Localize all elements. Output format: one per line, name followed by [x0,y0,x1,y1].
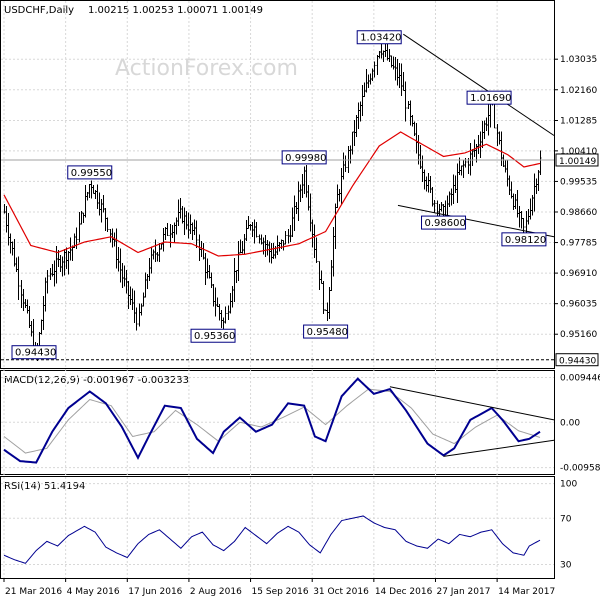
time-tick-label: 15 Sep 2016 [252,587,309,597]
price-title: USDCHF,Daily [4,5,74,16]
price-callout-label: 0.95360 [194,331,235,342]
price-callout-box [421,215,467,230]
macd-line [3,377,541,464]
watermark: ActionForex.com [115,56,298,81]
time-tick-label: 4 May 2016 [67,587,120,597]
price-layer [1,33,555,361]
macd-pane-frame [0,370,555,475]
time-tick-label: 14 Mar 2017 [498,587,555,597]
time-tick-label: 27 Jan 2017 [436,587,490,597]
price-callout-box [190,328,236,343]
price-tick-label: 0.99535 [560,177,597,187]
price-tick-label: 1.00410 [560,147,597,157]
ohlc-header: 1.00215 1.00253 1.00071 1.00149 [88,5,263,16]
price-callout-box [303,324,349,339]
price-tick-label: 0.98660 [560,208,597,218]
time-tick-label: 14 Dec 2016 [375,587,433,597]
axis-layer: 1.03035 1.02160 1.01285 1.00410 0.99535 0.986… [3,55,600,597]
support-price-tag-box [555,353,599,367]
last-price-tag-box [555,153,599,167]
time-tick-label: 31 Oct 2016 [313,587,369,597]
price-callout-label: 1.01690 [470,93,511,104]
macd-upper-trendline [389,386,555,421]
price-callout-label: 0.98120 [505,235,546,246]
support-trendline [397,204,555,238]
time-tick-label: 2 Aug 2016 [190,587,242,597]
time-tick-label: 17 Jun 2016 [128,587,182,597]
price-tick-label: 0.97785 [560,239,597,249]
price-tick-label: 1.02160 [560,86,597,96]
rsi-layer [3,515,541,564]
price-tick-label: 0.96910 [560,269,597,279]
price-callout-box [466,90,512,105]
price-callout-box [501,232,547,247]
price-callout-label: 1.03420 [360,33,401,44]
rsi-tick-label: 100 [560,480,577,490]
price-callout-box [67,165,113,180]
price-tick-label: 0.96035 [560,300,597,310]
rsi-line [3,515,541,564]
price-callout-box [356,30,402,45]
time-tick-label: 21 Mar 2016 [5,587,62,597]
price-callout-box [281,150,327,165]
resistance-trendline [403,33,555,136]
rsi-pane-frame [0,476,555,579]
rsi-tick-label: 30 [560,560,572,570]
price-pane-frame [0,0,555,369]
macd-lower-trendline [443,439,555,457]
grid-layer [1,1,554,578]
callout-layer: 1.03420 1.01690 0.99980 0.99550 0.98600 0.981… [11,30,547,360]
macd-layer [3,377,555,464]
price-tick-label: 0.95160 [560,330,597,340]
macd-title: MACD(12,26,9) -0.001967 -0.003233 [4,375,189,386]
macd-tick-label: 0.009446 [560,374,600,384]
price-tick-label: 1.01285 [560,116,597,126]
price-callout-label: 0.99980 [285,153,326,164]
macd-tick-label: -0.009588 [560,464,600,474]
moving-average-line [3,131,541,257]
macd-tick-label: 0.00 [560,418,580,428]
price-tick-label: 1.03035 [560,55,597,65]
support-price-tag: 0.94430 [559,357,596,367]
rsi-tick-label: 70 [560,514,572,524]
price-callout-box [11,345,57,360]
price-callout-label: 0.95480 [307,327,348,338]
price-callout-label: 0.99550 [71,168,112,179]
rsi-title: RSI(14) 51.4194 [4,481,85,492]
macd-signal-line [3,388,541,454]
last-price-tag: 1.00149 [559,157,596,167]
price-callout-label: 0.98600 [425,218,466,229]
price-callout-label: 0.94430 [15,348,56,359]
